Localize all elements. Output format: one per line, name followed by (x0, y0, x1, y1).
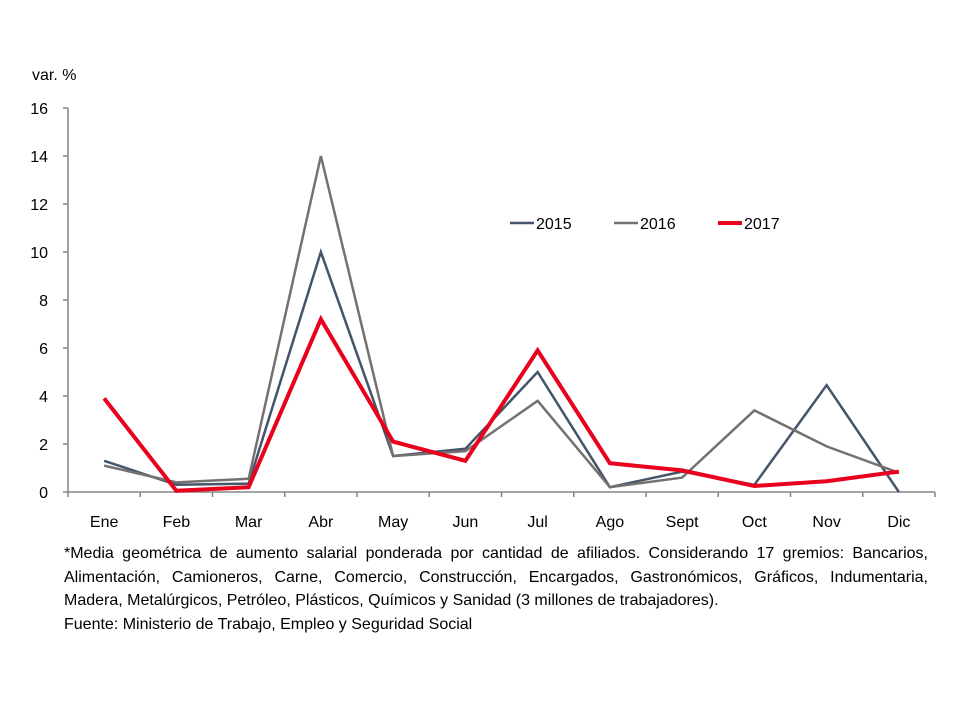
y-tick-label: 10 (30, 245, 48, 262)
x-tick-label: Jul (527, 514, 547, 531)
x-tick-label: Sept (666, 514, 699, 531)
legend-label-2015: 2015 (536, 216, 572, 233)
y-tick-label: 16 (30, 101, 48, 118)
y-tick-label: 4 (39, 389, 48, 406)
y-tick-label: 14 (30, 149, 48, 166)
x-tick-label: Mar (235, 514, 263, 531)
footnote-text: *Media geométrica de aumento salarial po… (64, 545, 928, 609)
y-axis-label: var. % (32, 67, 76, 84)
y-tick-label: 2 (39, 437, 48, 454)
y-tick-label: 0 (39, 485, 48, 502)
y-tick-label: 6 (39, 341, 48, 358)
y-tick-label: 12 (30, 197, 48, 214)
x-tick-label: Ago (596, 514, 625, 531)
x-tick-label: Ene (90, 514, 119, 531)
y-tick-label: 8 (39, 293, 48, 310)
x-tick-label: Jun (452, 514, 478, 531)
legend-label-2016: 2016 (640, 216, 676, 233)
x-tick-label: Nov (812, 514, 840, 531)
series-line-2015 (103, 248, 900, 493)
x-tick-label: Feb (163, 514, 191, 531)
x-tick-label: Dic (887, 514, 910, 531)
x-tick-label: May (378, 514, 408, 531)
x-tick-label: Abr (308, 514, 334, 531)
series-line-2016 (103, 155, 900, 489)
line-chart: var. % 0 2 4 6 8 10 12 14 16 Ene Feb Mar Abr May Jun Ju… (30, 67, 936, 531)
legend-label-2017: 2017 (744, 216, 780, 233)
source-text: Fuente: Ministerio de Trabajo, Empleo y … (64, 615, 473, 633)
x-tick-label: Oct (742, 514, 767, 531)
series-line-2017 (102, 314, 900, 493)
footnote: *Media geométrica de aumento salarial po… (64, 542, 928, 636)
